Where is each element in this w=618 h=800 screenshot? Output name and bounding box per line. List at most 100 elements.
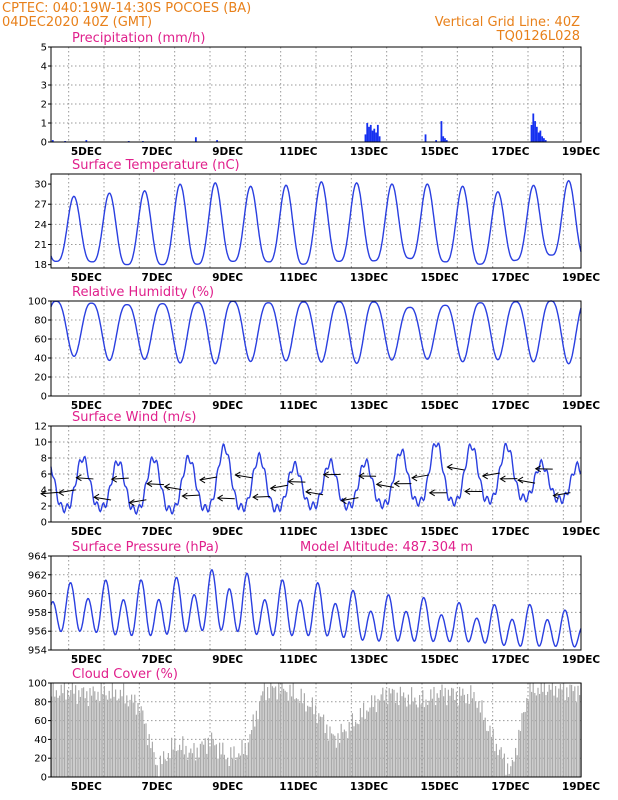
precip-bar (537, 132, 540, 142)
y-tick-label: 4 (41, 62, 47, 73)
cloud-bar (423, 707, 425, 777)
cloud-bar (487, 731, 489, 777)
cloud-bar (121, 696, 123, 777)
cloud-bar (371, 695, 373, 777)
cloud-bar (127, 706, 129, 777)
cloud-bar (265, 700, 267, 777)
cloud-bar (419, 695, 421, 777)
panel-wind: Surface Wind (m/s) 0 2 4 6 8 10 12 5DEC 7DEC 9DEC 1… (34, 410, 600, 538)
cloud-bar (420, 704, 422, 777)
wind-arrow (111, 477, 129, 480)
wind-arrowhead (57, 489, 64, 497)
date-label: 5DEC (71, 654, 102, 666)
wind-arrowhead (40, 490, 47, 498)
cloud-bar (556, 697, 558, 777)
cloud-bar (177, 750, 179, 777)
cloud-bar (555, 686, 557, 777)
cloud-bar (308, 706, 310, 777)
date-label: 11DEC (279, 781, 318, 793)
date-label: 19DEC (562, 146, 601, 158)
date-label: 15DEC (421, 272, 460, 284)
y-tick-label: 962 (28, 570, 47, 581)
precip-bar (543, 138, 545, 142)
temp-series-line (50, 179, 582, 266)
precip-bar (435, 140, 438, 142)
cloud-bar (78, 690, 80, 777)
wind-arrow (93, 496, 112, 501)
cloud-bar (374, 695, 376, 777)
cloud-bar (185, 745, 187, 777)
panel-subtitle-pres: Model Altitude: 487.304 m (300, 540, 473, 555)
wind-arrow (447, 466, 465, 471)
cloud-bar (550, 689, 552, 777)
cloud-bar (435, 705, 437, 777)
wind-arrow (411, 474, 430, 479)
wind-arrowhead (358, 472, 365, 480)
cloud-bar (103, 686, 105, 777)
cloud-bar (174, 738, 176, 777)
cloud-bar (231, 758, 233, 777)
wind-arrow (235, 474, 253, 479)
cloud-bar (262, 691, 264, 777)
cloud-bar (463, 694, 465, 777)
cloud-bar (143, 723, 145, 777)
cloud-bar (278, 683, 280, 777)
cloud-bar (395, 702, 397, 777)
panel-frame (50, 173, 582, 269)
y-tick-label: 964 (28, 552, 47, 563)
cloud-bar (139, 712, 141, 777)
cloud-bar (217, 758, 219, 777)
wind-arrowhead (322, 471, 329, 479)
cloud-bar (558, 688, 560, 777)
cloud-bar (167, 753, 169, 777)
wind-arrow (147, 483, 165, 486)
cloud-bar (398, 705, 400, 777)
cloud-bar (494, 751, 496, 777)
cloud-bar (345, 731, 347, 777)
cloud-bar (388, 688, 390, 777)
cloud-bar (300, 688, 302, 777)
cloud-bar (383, 700, 385, 777)
y-tick-label: 30 (34, 180, 47, 191)
cloud-bar (508, 773, 510, 777)
panel-title-pres: Surface Pressure (hPa) (72, 540, 219, 555)
cloud-bar (553, 695, 555, 777)
cloud-bar (305, 711, 307, 777)
panel-cloud: Cloud Cover (%) 0 20 40 60 80 100 5DEC 7DEC 9DEC 1… (28, 667, 600, 793)
cloud-bar (142, 710, 144, 777)
cloud-bar (535, 695, 537, 777)
cloud-bar (164, 759, 166, 777)
cloud-bar (473, 692, 475, 777)
cloud-bar (55, 690, 57, 777)
cloud-bar (292, 683, 294, 777)
cloud-bar (219, 742, 221, 777)
date-label: 13DEC (350, 781, 389, 793)
cloud-bar (340, 723, 342, 777)
cloud-bar (247, 742, 249, 777)
precip-bar (544, 140, 547, 142)
cloud-bar (327, 740, 329, 777)
cloud-bar (188, 752, 190, 777)
panel-title-wind: Surface Wind (m/s) (72, 410, 196, 425)
cloud-bar (447, 689, 449, 777)
cloud-bar (499, 749, 501, 777)
y-tick-label: 2 (41, 100, 47, 111)
cloud-bar (444, 687, 446, 777)
cloud-bar (511, 760, 513, 777)
cloud-bar (516, 755, 518, 777)
precip-bar (369, 124, 372, 142)
y-tick-label: 2 (41, 502, 47, 513)
cloud-bar (233, 746, 235, 777)
date-label: 19DEC (562, 654, 601, 666)
cloud-bar (364, 718, 366, 777)
wind-arrowhead (234, 471, 241, 479)
cloud-bar (471, 698, 473, 777)
cloud-bar (518, 729, 520, 777)
cloud-bar (115, 689, 117, 777)
date-label: 5DEC (71, 146, 102, 158)
cloud-bar (339, 742, 341, 777)
wind-arrow (76, 477, 94, 480)
cloud-bar (455, 691, 457, 777)
cloud-bar (417, 707, 419, 777)
cloud-bar (534, 692, 536, 777)
